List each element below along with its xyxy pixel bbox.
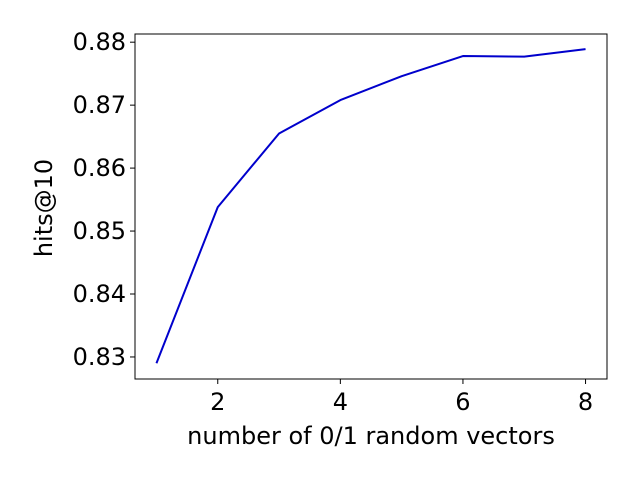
y-axis-ticks: 0.83 0.84 0.85 0.86 0.87 0.88 <box>73 28 135 371</box>
series-layer <box>155 48 586 364</box>
y-axis-title: hits@10 <box>30 159 58 257</box>
y-tick-label: 0.88 <box>73 28 126 56</box>
y-tick-label: 0.85 <box>73 217 126 245</box>
plot-frame <box>134 33 608 380</box>
x-axis-title: number of 0/1 random vectors <box>187 422 555 450</box>
x-tick-label: 6 <box>455 388 470 416</box>
y-tick-label: 0.83 <box>73 343 126 371</box>
y-tick-label: 0.86 <box>73 154 126 182</box>
x-tick-label: 4 <box>333 388 348 416</box>
y-tick-label: 0.84 <box>73 280 126 308</box>
x-tick-label: 2 <box>210 388 225 416</box>
x-tick-label: 8 <box>578 388 593 416</box>
y-tick-label: 0.87 <box>73 91 126 119</box>
x-axis-ticks: 2 4 6 8 <box>210 379 593 416</box>
series-line-0 <box>155 48 586 364</box>
